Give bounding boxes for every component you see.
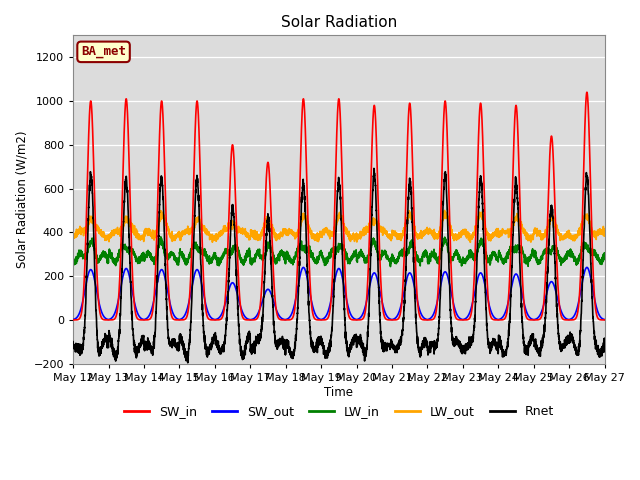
- LW_out: [428, 231, 436, 237]
- Rnet: [600, 338, 608, 344]
- LW_out: [600, 231, 608, 237]
- Rnet: [488, 338, 496, 344]
- SW_in: [600, 317, 608, 323]
- Rnet: [429, 344, 436, 349]
- LW_in: [387, 264, 394, 269]
- LW_out: [488, 233, 496, 239]
- Rnet: [601, 339, 609, 345]
- Line: LW_out: LW_out: [73, 210, 605, 242]
- SW_in: [488, 316, 496, 322]
- Line: SW_in: SW_in: [73, 92, 605, 320]
- LW_in: [429, 251, 436, 257]
- LW_out: [69, 234, 77, 240]
- SW_out: [429, 313, 436, 319]
- SW_in: [583, 89, 591, 95]
- Rnet: [184, 360, 191, 366]
- Rnet: [164, 334, 172, 340]
- Rnet: [69, 339, 77, 345]
- Line: SW_out: SW_out: [73, 267, 605, 320]
- Rnet: [370, 166, 378, 171]
- X-axis label: Time: Time: [324, 385, 353, 398]
- SW_out: [246, 317, 254, 323]
- LW_in: [600, 252, 608, 257]
- LW_out: [467, 240, 474, 245]
- LW_out: [601, 232, 609, 238]
- SW_out: [69, 317, 77, 323]
- SW_in: [458, 317, 466, 323]
- SW_out: [601, 317, 609, 323]
- SW_out: [300, 264, 307, 270]
- LW_in: [458, 258, 466, 264]
- SW_out: [164, 293, 172, 299]
- SW_in: [429, 317, 436, 323]
- LW_in: [601, 253, 609, 259]
- SW_in: [319, 317, 327, 323]
- Line: LW_in: LW_in: [73, 237, 605, 266]
- SW_in: [164, 286, 172, 291]
- SW_out: [458, 316, 466, 322]
- LW_out: [164, 228, 172, 234]
- Text: BA_met: BA_met: [81, 45, 126, 59]
- Line: Rnet: Rnet: [73, 168, 605, 363]
- LW_in: [165, 254, 173, 260]
- SW_out: [319, 316, 327, 322]
- SW_in: [601, 317, 609, 323]
- Y-axis label: Solar Radiation (W/m2): Solar Radiation (W/m2): [15, 131, 28, 268]
- LW_out: [441, 207, 449, 213]
- SW_in: [69, 317, 77, 323]
- SW_out: [488, 311, 496, 317]
- Title: Solar Radiation: Solar Radiation: [281, 15, 397, 30]
- SW_out: [600, 316, 608, 322]
- LW_out: [319, 231, 326, 237]
- LW_in: [157, 234, 164, 240]
- Rnet: [458, 346, 466, 352]
- LW_in: [69, 255, 77, 261]
- Legend: SW_in, SW_out, LW_in, LW_out, Rnet: SW_in, SW_out, LW_in, LW_out, Rnet: [119, 400, 559, 423]
- Rnet: [319, 345, 327, 351]
- LW_out: [458, 229, 466, 235]
- LW_in: [488, 250, 496, 255]
- SW_in: [246, 317, 254, 323]
- LW_in: [319, 254, 327, 260]
